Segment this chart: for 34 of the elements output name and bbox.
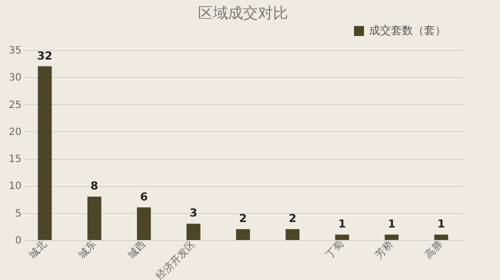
data-label: 2 [239,212,247,226]
y-tick-label: 10 [8,181,22,192]
chart-title: 区域成交对比 [198,4,288,22]
data-label: 1 [388,218,396,231]
y-tick-label: 25 [8,100,22,111]
bar [38,66,52,240]
x-tick-label: 丁蜀 [324,238,346,261]
data-label: 2 [288,212,296,226]
y-tick-label: 0 [15,236,22,246]
y-tick-label: 30 [8,72,22,84]
x-tick-label: 芳桥 [373,238,396,261]
bar [384,234,399,240]
data-label: 3 [190,206,198,220]
y-tick-label: 35 [8,46,22,56]
x-tick-label: 高塍 [422,238,446,261]
bar [286,229,300,240]
data-label: 1 [437,218,446,231]
legend-label: 成交套数（套） [369,24,446,37]
data-label: 1 [338,218,346,231]
data-label: 6 [140,190,148,204]
data-label: 32 [37,49,52,62]
bar [87,196,102,240]
x-tick-label: 城东 [75,238,99,262]
bar [335,234,350,240]
x-tick-label: 城西 [124,238,148,262]
y-tick-label: 5 [15,208,22,220]
bar [186,224,200,240]
x-tick-label: 城北 [26,238,50,262]
y-tick-label: 15 [8,154,22,166]
bar [136,207,151,240]
y-tick-label: 20 [8,126,22,138]
bar [434,234,448,240]
bar [236,229,250,240]
data-label: 8 [90,180,98,193]
